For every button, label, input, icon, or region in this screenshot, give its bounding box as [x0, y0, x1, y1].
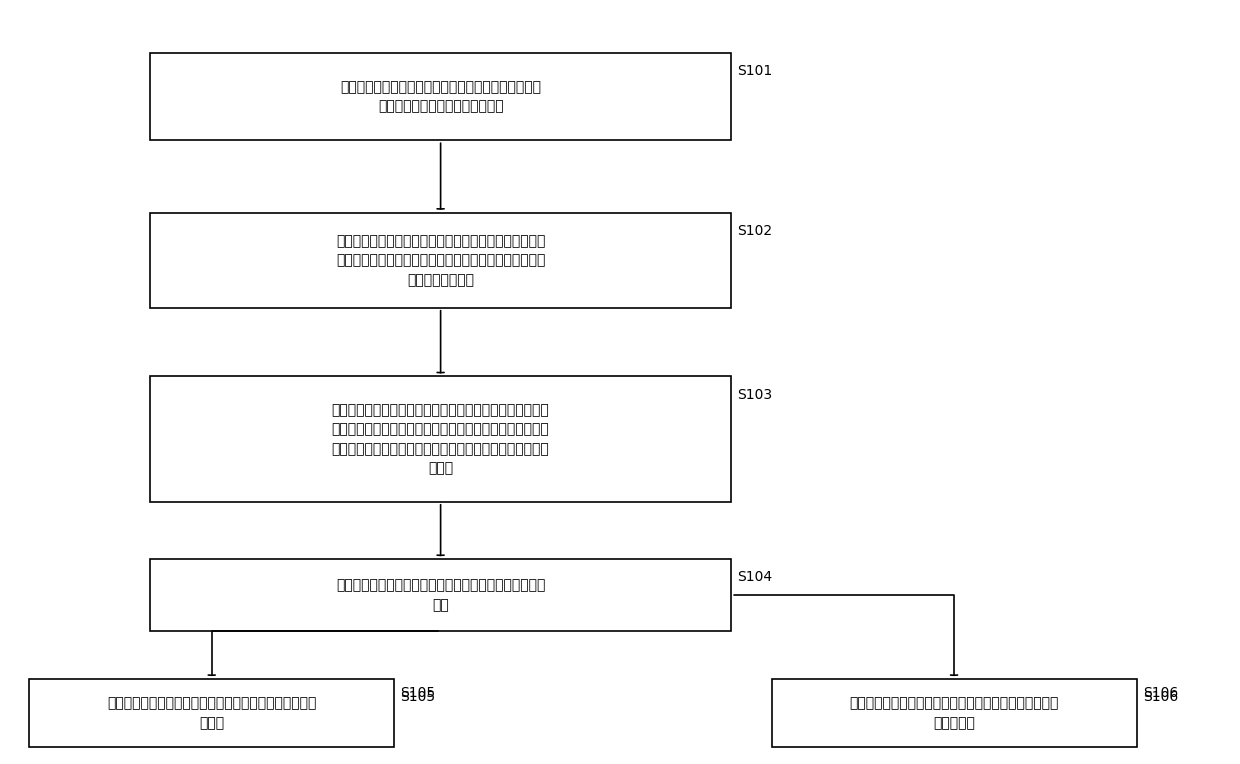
FancyBboxPatch shape — [150, 53, 732, 141]
Text: 分别对信号源信息和第一视频源信息进行特征提取，得到
信号源信息对应的第一有效帧信息和第一视频源信息对应
的第二有效帧信息: 分别对信号源信息和第一视频源信息进行特征提取，得到 信号源信息对应的第一有效帧信… — [336, 234, 546, 286]
Text: 如果第一匹配结果达到预设匹配率，则第一视频源信息没
有篡改: 如果第一匹配结果达到预设匹配率，则第一视频源信息没 有篡改 — [107, 696, 316, 730]
Text: S101: S101 — [738, 64, 773, 78]
Text: S104: S104 — [738, 571, 773, 584]
Text: 将第一有效帧信息和第二有效帧信息分别通过哈希算法，得
到第一有效帧信息对应的多个第一特征值和所述第二有效帧
信息对应的多个第二特征值，并将多个第一特征值作为基准: 将第一有效帧信息和第二有效帧信息分别通过哈希算法，得 到第一有效帧信息对应的多个… — [332, 403, 549, 475]
FancyBboxPatch shape — [771, 679, 1137, 747]
Text: 获取信号源平台与业务平台之间的信号源信息和业务平
台与城域网之间的第一视频源信息: 获取信号源平台与业务平台之间的信号源信息和业务平 台与城域网之间的第一视频源信息 — [340, 79, 541, 113]
FancyBboxPatch shape — [150, 212, 732, 308]
Text: S106: S106 — [1143, 691, 1178, 704]
Text: S105: S105 — [401, 691, 435, 704]
FancyBboxPatch shape — [150, 559, 732, 631]
FancyBboxPatch shape — [150, 377, 732, 502]
Text: S102: S102 — [738, 224, 773, 238]
Text: 如果第一匹配结果没有达到预设匹配率，则第一视频源信
息存在篡改: 如果第一匹配结果没有达到预设匹配率，则第一视频源信 息存在篡改 — [849, 696, 1059, 730]
Text: S103: S103 — [738, 387, 773, 402]
Text: S106: S106 — [1143, 687, 1178, 701]
FancyBboxPatch shape — [30, 679, 394, 747]
Text: S105: S105 — [401, 687, 435, 701]
Text: 将多个第二特征值与基准特征值进行匹配，得到第一匹配
结果: 将多个第二特征值与基准特征值进行匹配，得到第一匹配 结果 — [336, 578, 546, 612]
